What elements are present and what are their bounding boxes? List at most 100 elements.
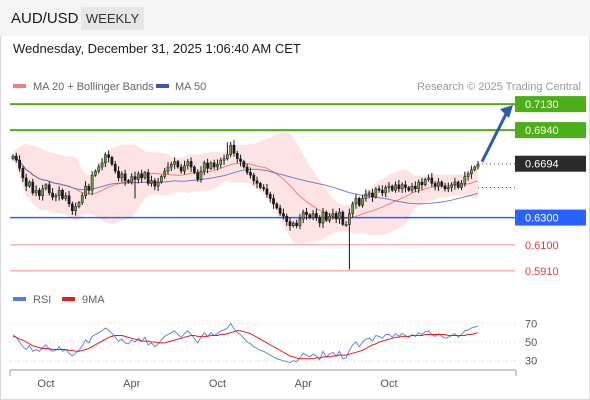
candle-body [242, 161, 246, 168]
candle-body [473, 166, 477, 170]
candle-body [47, 184, 51, 194]
x-axis-tick-label: Apr [123, 378, 140, 390]
candle-body [328, 215, 331, 221]
candle-body [90, 174, 94, 191]
candle-body [196, 172, 200, 180]
candle-body [199, 170, 203, 180]
x-axis-tick-label: Oct [37, 378, 54, 390]
candle-body [298, 218, 302, 227]
resistance-level-box [515, 122, 586, 139]
candle-body [107, 154, 110, 158]
ma9-legend-label: 9MA [82, 294, 105, 306]
candle-body [354, 198, 358, 205]
candle-body [377, 188, 381, 191]
candle-body [87, 185, 91, 191]
candle-body [100, 162, 104, 168]
candle-body [133, 176, 137, 180]
pivot-level-box [515, 209, 586, 226]
indicator-tick-label: 30 [525, 356, 537, 368]
candle-body [265, 188, 269, 195]
time-axis: Oct Apr Oct Apr Oct [9, 369, 517, 390]
candle-body [334, 213, 338, 220]
candle-body [57, 189, 61, 196]
candle-body [84, 185, 87, 196]
candle-body [400, 184, 404, 190]
target-arrow-head [500, 105, 513, 119]
candle-body [417, 181, 420, 190]
candle-body [255, 180, 259, 184]
ma50-legend-swatch [156, 84, 169, 88]
rsi-line [12, 322, 479, 363]
candle-body [394, 184, 397, 191]
candle-body [433, 183, 437, 187]
candle-body [450, 184, 453, 188]
candle-body [410, 185, 414, 191]
header-bar: AUD/USD WEEKLY [0, 0, 590, 36]
candle-body [331, 213, 335, 217]
candle-body [189, 161, 193, 168]
candle-body [140, 173, 143, 179]
candle-body [460, 183, 463, 188]
resistance-level-box [515, 96, 586, 113]
resistance-level-label: 0.6940 [525, 125, 559, 137]
candle-body [44, 184, 48, 190]
candle-body [443, 185, 447, 190]
candle-body [404, 184, 407, 188]
candle-body [130, 176, 134, 183]
candle-body [146, 172, 150, 184]
candle-body [430, 177, 434, 184]
candle-body [38, 189, 41, 196]
candle-body [466, 173, 470, 177]
timeframe-tab[interactable]: WEEKLY [81, 7, 144, 30]
candle-body [268, 194, 272, 199]
rsi-legend-label: RSI [33, 294, 51, 306]
symbol-label: AUD/USD [11, 10, 79, 27]
candle-body [381, 189, 384, 194]
candle-body [28, 181, 31, 187]
candle-body [427, 177, 430, 180]
ma50-line [12, 155, 479, 205]
candle-body [235, 153, 239, 160]
candle-body [31, 181, 35, 194]
candle-body [193, 166, 196, 173]
ma50-legend-label: MA 50 [175, 81, 206, 93]
ma20-line [12, 155, 479, 220]
candle-body [113, 164, 117, 172]
candle-body [258, 183, 262, 188]
candle-body [476, 164, 480, 168]
candle-body [11, 155, 15, 160]
candle-body [222, 158, 226, 161]
candle-body [219, 159, 223, 165]
candle-body [262, 187, 265, 190]
candle-body [321, 211, 325, 224]
candle-body [390, 185, 394, 191]
candle-body [202, 162, 206, 172]
ma20-legend-swatch [13, 84, 26, 88]
datetime-label: Wednesday, December 31, 2025 1:06:40 AM … [13, 41, 301, 56]
candle-body [470, 169, 473, 175]
current-price-label: 0.6694 [525, 159, 559, 171]
candle-body [34, 189, 38, 194]
candle-body [143, 172, 147, 179]
candle-body [282, 213, 285, 217]
candle-body [348, 213, 351, 225]
candle-body [186, 161, 190, 166]
candle-body [64, 195, 68, 199]
support-level-label: 0.5910 [525, 266, 559, 278]
candle-body [77, 202, 81, 207]
candle-body [54, 195, 58, 198]
pivot-level-label: 0.6300 [525, 213, 559, 225]
indicator-tick-label: 50 [525, 337, 537, 349]
candle-body [123, 173, 127, 181]
candle-body [397, 184, 401, 190]
candle-body [14, 155, 18, 161]
candle-body [150, 180, 153, 184]
ma9-legend-swatch [62, 297, 75, 301]
candle-body [311, 213, 315, 218]
candle-body [344, 224, 348, 226]
candle-body [367, 192, 371, 195]
candle-body [315, 213, 318, 218]
candle-body [160, 176, 163, 183]
candle-body [80, 195, 84, 203]
